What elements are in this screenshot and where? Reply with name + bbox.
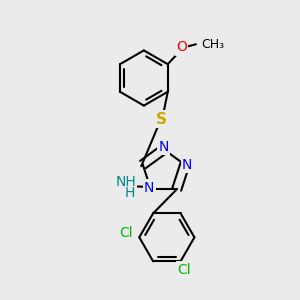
Text: Cl: Cl bbox=[177, 263, 190, 277]
Text: NH: NH bbox=[116, 175, 137, 189]
Text: CH₃: CH₃ bbox=[202, 38, 225, 51]
Text: O: O bbox=[176, 40, 187, 54]
Text: Cl: Cl bbox=[120, 226, 133, 240]
Text: N: N bbox=[144, 181, 154, 195]
Text: S: S bbox=[156, 112, 167, 127]
Text: N: N bbox=[182, 158, 192, 172]
Text: N: N bbox=[159, 140, 169, 154]
Text: H: H bbox=[124, 186, 135, 200]
